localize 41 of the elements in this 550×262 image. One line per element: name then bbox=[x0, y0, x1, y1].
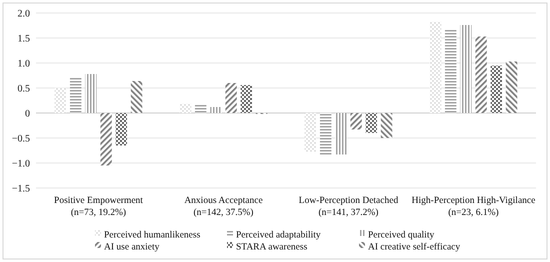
x-tick-label: Anxious Acceptance (n=142, 37.5%) bbox=[184, 196, 263, 218]
bar bbox=[130, 81, 142, 113]
y-tick-label: 2.0 bbox=[18, 8, 30, 20]
bar bbox=[350, 113, 362, 130]
legend-label: Perceived quality bbox=[368, 230, 434, 240]
y-tick-label: −0.5 bbox=[12, 134, 30, 144]
y-tick-label: 0 bbox=[25, 108, 30, 120]
y-tick-label: 0.5 bbox=[18, 84, 30, 94]
legend-label: Perceived adaptability bbox=[236, 230, 321, 240]
bar bbox=[85, 74, 97, 113]
legend-label: Perceived humanlikeness bbox=[104, 230, 201, 240]
bar bbox=[100, 113, 112, 166]
x-tick-label: Positive Empowerment (n=73, 19.2%) bbox=[54, 196, 144, 218]
y-tick-label: −1.0 bbox=[12, 158, 30, 170]
y-tick-label: −1.5 bbox=[12, 184, 30, 194]
bar bbox=[460, 25, 472, 113]
bar bbox=[54, 88, 66, 113]
bar bbox=[180, 104, 192, 113]
bar bbox=[304, 113, 316, 152]
y-tick-label: 1.5 bbox=[18, 34, 30, 44]
bar bbox=[225, 83, 237, 113]
legend-label: AI creative self-efficacy bbox=[368, 242, 460, 252]
bar bbox=[194, 104, 206, 113]
bar bbox=[335, 113, 347, 154]
bar bbox=[70, 78, 82, 113]
bar bbox=[366, 113, 378, 133]
bar bbox=[210, 107, 222, 113]
bar bbox=[240, 85, 252, 113]
bar bbox=[380, 113, 392, 138]
x-tick-label: High-Perception High-Vigilance (n=23, 6.1%) bbox=[412, 196, 536, 218]
bar bbox=[506, 62, 518, 113]
bar bbox=[444, 30, 456, 113]
x-tick-label: Low-Perception Detached (n=141, 37.2%) bbox=[298, 196, 398, 218]
bar bbox=[320, 113, 332, 154]
legend-label: STARA awareness bbox=[236, 242, 308, 252]
bar bbox=[116, 113, 128, 146]
bar bbox=[490, 66, 502, 113]
bar bbox=[430, 22, 442, 113]
legend-label: AI use anxiety bbox=[104, 242, 160, 252]
bar bbox=[475, 36, 487, 113]
y-tick-label: 1.0 bbox=[18, 58, 30, 70]
